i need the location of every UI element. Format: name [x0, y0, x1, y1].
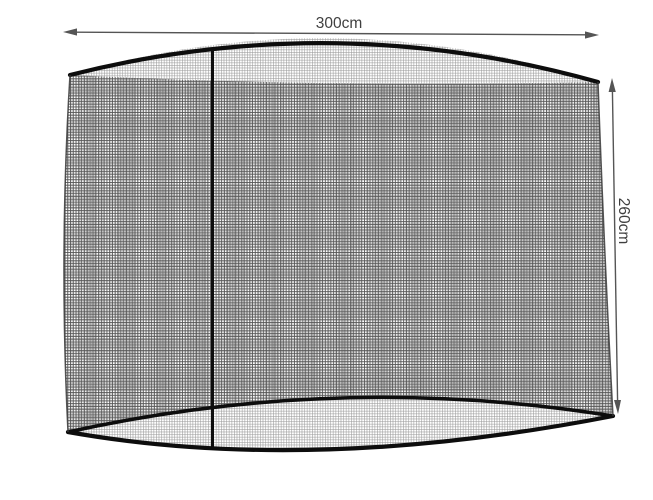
net-bottom-front-rim-outline [65, 413, 616, 453]
net-mesh-banding-texture [63, 75, 613, 432]
net-top-rim-outline [67, 41, 601, 85]
width-dimension: 300cm [63, 15, 599, 39]
width-arrowhead-left-icon [63, 28, 77, 36]
height-arrowhead-top-icon [608, 78, 616, 92]
net-left-edge [63, 74, 71, 433]
height-dimension-line [611, 89, 619, 403]
net-right-edge [597, 81, 614, 417]
width-arrowhead-right-icon [585, 31, 599, 39]
width-dimension-label: 300cm [316, 15, 363, 32]
net-bottom-back-rim-outline [66, 395, 615, 434]
height-arrowhead-bottom-icon [614, 400, 621, 414]
width-dimension-line [74, 31, 588, 36]
height-dimension: 260cm [608, 78, 632, 414]
height-dimension-label: 260cm [615, 198, 632, 245]
